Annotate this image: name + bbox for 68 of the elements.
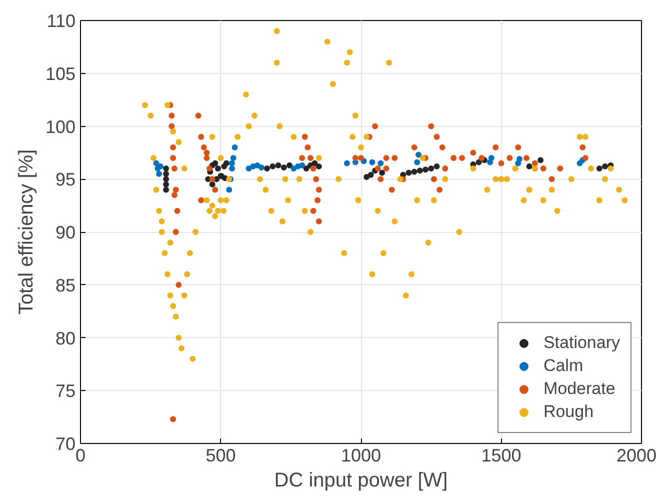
point: [286, 162, 292, 168]
x-tick-label: 2000: [616, 446, 656, 466]
point: [378, 160, 384, 166]
point: [280, 164, 287, 170]
point: [275, 162, 282, 168]
point: [379, 170, 386, 176]
point: [264, 166, 270, 172]
y-tick-label: 95: [55, 170, 76, 190]
point: [228, 166, 235, 172]
point: [434, 163, 440, 170]
point: [214, 166, 221, 172]
point: [228, 160, 235, 166]
legend-label: Stationary: [543, 333, 620, 353]
point: [411, 168, 418, 175]
y-tick-label: 75: [55, 381, 76, 402]
x-tick-label: 500: [206, 446, 236, 466]
point: [212, 160, 218, 166]
point: [153, 160, 160, 166]
point: [602, 163, 608, 170]
legend-label: Moderate: [543, 379, 616, 399]
point: [416, 168, 423, 174]
point: [299, 162, 306, 168]
point: [526, 163, 532, 170]
y-tick-label: 80: [55, 328, 76, 348]
x-tick-label: 0: [75, 446, 86, 466]
y-tick-label: 105: [45, 64, 76, 84]
point: [258, 164, 264, 170]
x-tick-label: 1500: [481, 446, 522, 466]
point: [163, 186, 170, 193]
point: [163, 181, 170, 188]
point: [163, 170, 170, 177]
y-tick-label: 110: [46, 11, 76, 31]
x-tick-label: 1000: [340, 446, 382, 466]
point: [368, 172, 374, 178]
x-axis-title: DC input power [W]: [274, 470, 448, 492]
point: [232, 144, 238, 150]
point: [406, 170, 412, 176]
y-tick-label: 90: [55, 222, 76, 242]
legend-label: Calm: [543, 356, 584, 376]
point: [476, 159, 482, 166]
point: [369, 159, 376, 166]
point: [270, 163, 276, 170]
point: [422, 166, 429, 173]
point: [316, 163, 322, 170]
point: [344, 160, 350, 166]
point: [516, 156, 522, 162]
y-tick-label: 85: [55, 275, 76, 296]
point: [414, 159, 420, 166]
point: [156, 170, 162, 177]
point: [209, 181, 216, 188]
point: [596, 166, 602, 172]
y-axis-title: Total efficiency [%]: [15, 149, 38, 315]
point: [226, 186, 232, 193]
point: [163, 166, 170, 172]
point: [223, 160, 230, 166]
point: [303, 166, 310, 172]
point: [230, 154, 236, 161]
y-tick-label: 100: [45, 116, 76, 137]
point: [488, 154, 494, 161]
point: [416, 152, 422, 158]
point: [163, 176, 170, 182]
point: [157, 163, 164, 170]
point: [364, 174, 370, 180]
point: [538, 157, 544, 164]
legend-label: Rough: [543, 402, 594, 422]
point: [428, 166, 434, 172]
point: [312, 160, 318, 166]
y-tick-label: 70: [55, 434, 76, 454]
